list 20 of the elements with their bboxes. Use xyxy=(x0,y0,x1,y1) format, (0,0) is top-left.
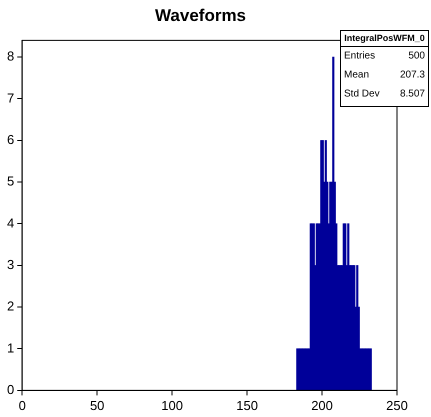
x-tick-label: 150 xyxy=(236,398,258,413)
y-tick-label: 7 xyxy=(6,90,14,106)
x-tick-label: 50 xyxy=(90,398,104,413)
y-tick-label: 6 xyxy=(6,132,14,147)
y-tick-label: 4 xyxy=(6,215,14,230)
y-tick-label: 3 xyxy=(6,256,14,272)
text: Std Dev 8.507 xyxy=(344,88,425,100)
y-tick-label: 8 xyxy=(6,48,14,64)
y-tick-label: 1 xyxy=(6,340,14,356)
y-tick-label: 0 xyxy=(6,382,14,397)
text: Entries 500 xyxy=(344,50,425,62)
y-tick-label: 5 xyxy=(6,174,14,189)
x-tick-label: 100 xyxy=(161,398,183,413)
chart-title: Waveforms xyxy=(154,6,246,25)
x-tick-label: 0 xyxy=(18,398,26,413)
x-tick-label: 200 xyxy=(311,398,333,413)
text: Mean 207.3 xyxy=(344,69,425,80)
x-tick-label: 250 xyxy=(386,398,408,413)
y-tick-label: 2 xyxy=(6,298,14,314)
annotation: IntegralPosWFM_0 xyxy=(344,32,425,43)
